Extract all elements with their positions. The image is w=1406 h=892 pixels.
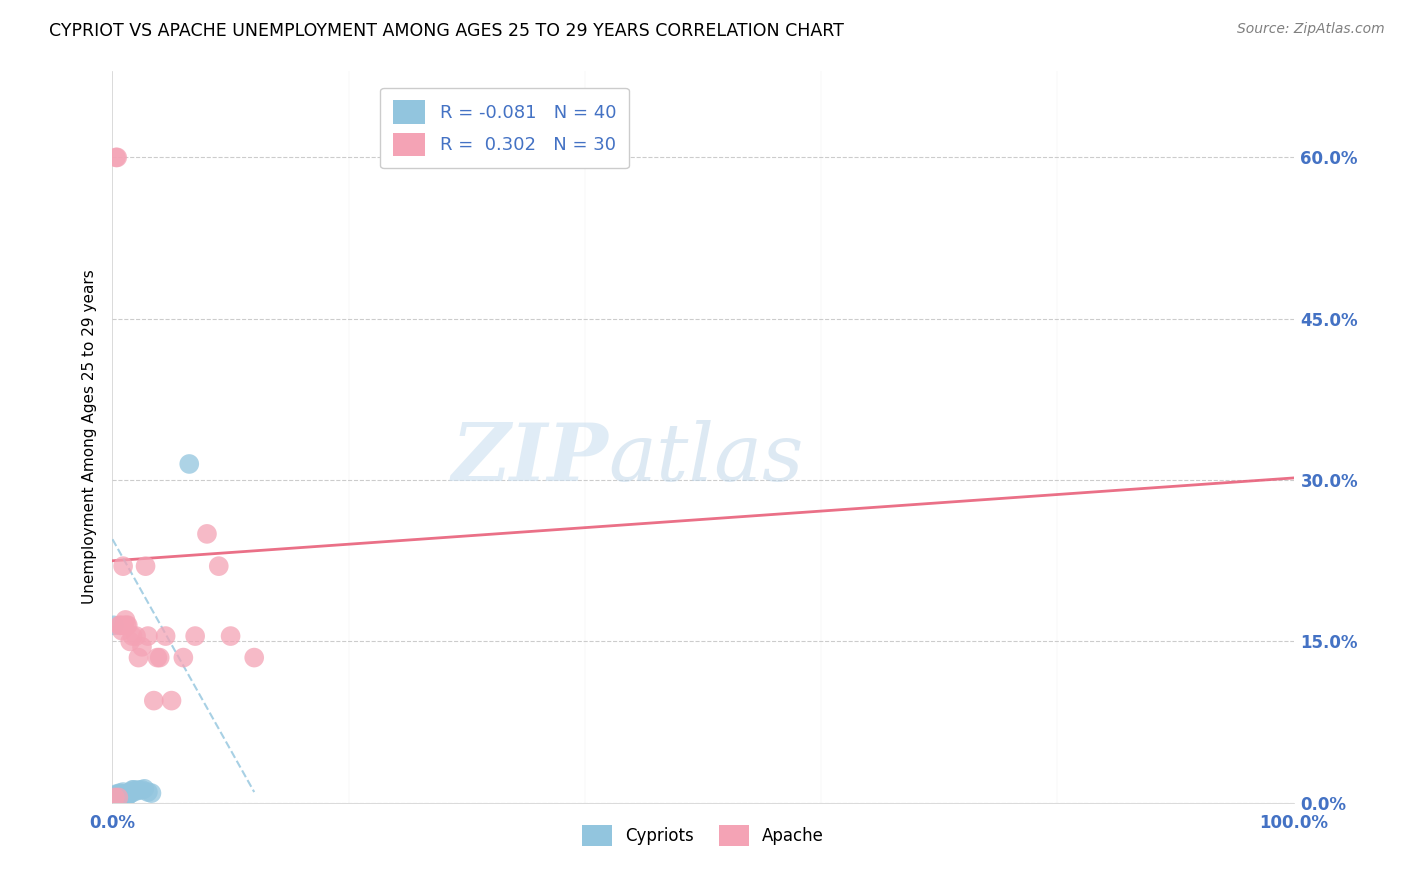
Point <box>136 785 159 799</box>
Point <box>208 559 231 574</box>
Point <box>120 634 142 648</box>
Point <box>112 785 135 799</box>
Point <box>115 787 138 801</box>
Point <box>122 783 145 797</box>
Point <box>125 784 148 798</box>
Point <box>112 790 135 805</box>
Point <box>117 789 139 803</box>
Point <box>107 794 129 808</box>
Point <box>111 624 134 638</box>
Point <box>114 789 136 803</box>
Point <box>105 790 128 805</box>
Point <box>136 629 159 643</box>
Point <box>110 791 132 805</box>
Text: Source: ZipAtlas.com: Source: ZipAtlas.com <box>1237 22 1385 37</box>
Point <box>108 789 131 803</box>
Point <box>105 789 128 803</box>
Point <box>111 787 134 801</box>
Point <box>160 693 183 707</box>
Point <box>103 794 125 808</box>
Point <box>120 786 142 800</box>
Point <box>111 790 134 805</box>
Point <box>105 792 128 806</box>
Point <box>104 790 127 805</box>
Point <box>131 783 153 797</box>
Point <box>118 787 141 801</box>
Point <box>105 787 128 801</box>
Point <box>141 786 163 800</box>
Text: CYPRIOT VS APACHE UNEMPLOYMENT AMONG AGES 25 TO 29 YEARS CORRELATION CHART: CYPRIOT VS APACHE UNEMPLOYMENT AMONG AGE… <box>49 22 844 40</box>
Point <box>112 789 135 804</box>
Point <box>155 629 177 643</box>
Point <box>179 457 201 471</box>
Text: ZIP: ZIP <box>451 420 609 498</box>
Point <box>115 618 138 632</box>
Point <box>108 618 131 632</box>
Point <box>114 613 136 627</box>
Point <box>107 789 129 804</box>
Point <box>107 787 129 801</box>
Point <box>146 650 169 665</box>
Point <box>112 787 135 801</box>
Point <box>112 618 135 632</box>
Point <box>142 693 165 707</box>
Point <box>107 791 129 805</box>
Point <box>110 789 132 804</box>
Point <box>104 792 127 806</box>
Point <box>112 559 135 574</box>
Point <box>172 650 194 665</box>
Point <box>108 790 131 805</box>
Point <box>105 150 128 164</box>
Point <box>219 629 242 643</box>
Point <box>105 789 128 804</box>
Y-axis label: Unemployment Among Ages 25 to 29 years: Unemployment Among Ages 25 to 29 years <box>82 269 97 605</box>
Point <box>110 618 132 632</box>
Point <box>117 618 139 632</box>
Point <box>104 790 127 805</box>
Text: atlas: atlas <box>609 420 804 498</box>
Point <box>149 650 172 665</box>
Point <box>127 783 149 797</box>
Point <box>103 618 125 632</box>
Point <box>184 629 207 643</box>
Point <box>105 791 128 805</box>
Point <box>127 650 149 665</box>
Point <box>121 783 143 797</box>
Legend: Cypriots, Apache: Cypriots, Apache <box>575 818 831 853</box>
Point <box>120 785 142 799</box>
Point <box>134 781 156 796</box>
Point <box>125 629 148 643</box>
Point <box>108 786 131 800</box>
Point <box>107 790 129 805</box>
Point <box>243 650 266 665</box>
Point <box>121 629 143 643</box>
Point <box>105 150 128 164</box>
Point <box>135 559 157 574</box>
Point <box>195 527 218 541</box>
Point <box>131 640 153 654</box>
